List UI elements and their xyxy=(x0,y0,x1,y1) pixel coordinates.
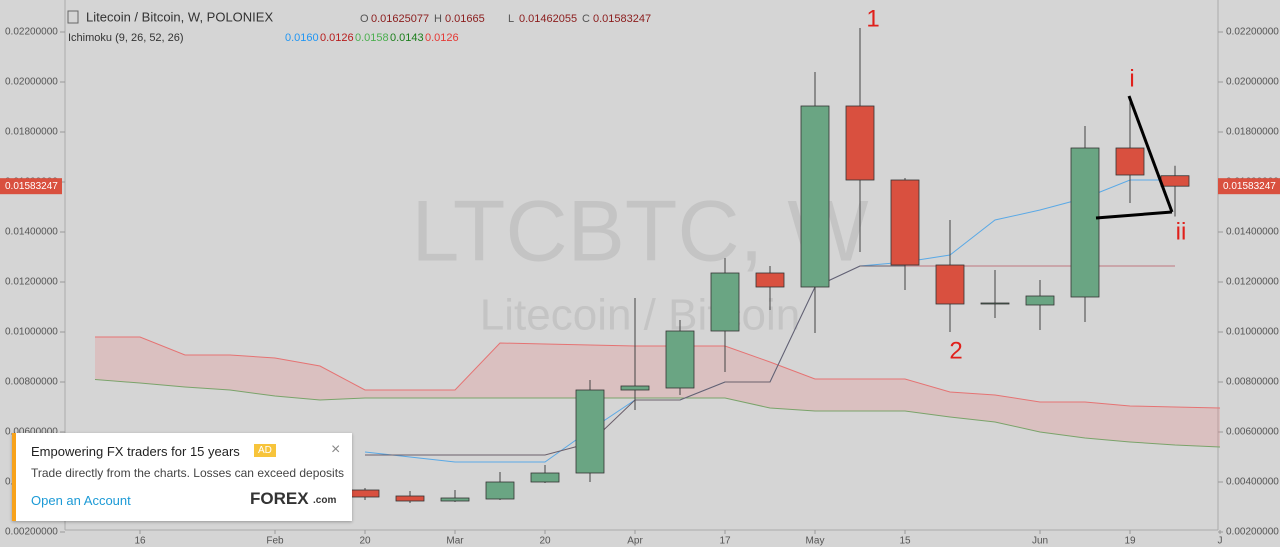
y2-tick-label: 0.02000000 xyxy=(1226,77,1279,88)
y-tick-label: 0.00600000 xyxy=(5,427,58,438)
candle-body xyxy=(1160,175,1190,187)
x-tick-label: Apr xyxy=(627,536,643,547)
drawn-line xyxy=(1095,210,1173,220)
candle-body xyxy=(1070,147,1100,298)
candle-body xyxy=(845,105,875,181)
watermark-subtitle: Litecoin / Bitcoin xyxy=(480,291,800,340)
x-tick-label: J xyxy=(1218,536,1223,547)
y2-tick-label: 0.02200000 xyxy=(1226,27,1279,38)
indicator-name: Ichimoku (9, 26, 52, 26) xyxy=(68,32,184,44)
ad-title: Empowering FX traders for 15 years xyxy=(31,444,240,459)
candle-body xyxy=(485,481,515,500)
y-tick-label: 0.00800000 xyxy=(5,377,58,388)
y2-tick-label: 0.01000000 xyxy=(1226,327,1279,338)
ohlc-value: 0.01462055 xyxy=(519,13,577,25)
ad-text: Trade directly from the charts. Losses c… xyxy=(31,466,345,480)
y2-tick-label: 0.01400000 xyxy=(1226,227,1279,238)
candle-body xyxy=(1115,147,1145,176)
price-badge xyxy=(0,178,62,195)
header: O 0.01625077 H 0.01665 L 0.01462055 C 0.0158324… xyxy=(285,13,651,44)
ohlc-letter: C xyxy=(582,13,590,25)
indicator-value: 0.0160 xyxy=(285,32,319,44)
y-tick-label: 0.01400000 xyxy=(5,227,58,238)
cloud-lower xyxy=(94,379,1221,448)
x-tick-label: 19 xyxy=(1124,536,1136,547)
x-tick-label: 15 xyxy=(899,536,911,547)
ad-logo: FOREX xyxy=(250,489,309,508)
ohlc-value: 0.01625077 xyxy=(371,13,429,25)
ad-badge: AD xyxy=(254,444,276,457)
chart-title: Litecoin / Bitcoin, W, POLONIEX xyxy=(86,9,273,24)
ohlc-letter: O xyxy=(360,13,369,25)
indicator-value: 0.0126 xyxy=(425,32,459,44)
x-tick-label: Mar xyxy=(446,536,464,547)
y2-tick-label: 0.00200000 xyxy=(1226,527,1279,538)
x-tick-label: Feb xyxy=(266,536,284,547)
y2-tick-label: 0.00800000 xyxy=(1226,377,1279,388)
y-tick-label: 0.02200000 xyxy=(5,27,58,38)
ad-banner: Empowering FX traders for 15 years AD × … xyxy=(12,433,352,521)
ohlc-value: 0.01665 xyxy=(445,13,485,25)
ad-logo-suffix: .com xyxy=(313,495,337,506)
y-tick-label: 0.01800000 xyxy=(5,127,58,138)
price-badge-label: 0.01583247 xyxy=(1223,181,1276,192)
candle-body xyxy=(530,472,560,483)
annotation: i xyxy=(1129,65,1134,92)
x-tick-label: 16 xyxy=(134,536,146,547)
cloud-fill xyxy=(95,337,1220,447)
x-tick-label: 20 xyxy=(359,536,371,547)
candle-body xyxy=(800,105,830,288)
y2-tick-label: 0.01200000 xyxy=(1226,277,1279,288)
y2-tick-label: 0.01800000 xyxy=(1226,127,1279,138)
candle-body xyxy=(620,385,650,391)
candle-body xyxy=(980,302,1010,305)
drawn-line xyxy=(1127,95,1174,213)
candle-body xyxy=(395,495,425,502)
indicator-value: 0.0126 xyxy=(320,32,354,44)
collapse-icon[interactable] xyxy=(67,10,79,24)
price-badge xyxy=(1218,178,1280,195)
x-tick-label: 17 xyxy=(719,536,731,547)
y2-tick-label: 0.00600000 xyxy=(1226,427,1279,438)
annotation: ii xyxy=(1176,218,1187,245)
y-tick-label: 0.01000000 xyxy=(5,327,58,338)
y2-tick-label: 0.00400000 xyxy=(1226,477,1279,488)
indicator-value: 0.0158 xyxy=(355,32,389,44)
candle-body xyxy=(665,330,695,389)
candle-body xyxy=(1025,295,1055,306)
candle-body xyxy=(710,272,740,332)
candle-body xyxy=(935,264,965,305)
annotation: 2 xyxy=(949,337,962,364)
candle-body xyxy=(890,179,920,266)
y-tick-label: 0.00200000 xyxy=(5,527,58,538)
cloud-upper xyxy=(95,336,1221,409)
y-tick-label: 0.01200000 xyxy=(5,277,58,288)
ohlc-letter: H xyxy=(434,13,442,25)
x-tick-label: Jun xyxy=(1032,536,1048,547)
ohlc-value: 0.01583247 xyxy=(593,13,651,25)
candle-body xyxy=(575,389,605,474)
x-tick-label: 20 xyxy=(539,536,551,547)
ad-link[interactable]: Open an Account xyxy=(31,493,131,508)
y-tick-label: 0.02000000 xyxy=(5,77,58,88)
annotation: 1 xyxy=(866,5,879,32)
indicator-value: 0.0143 xyxy=(390,32,424,44)
price-badge-label: 0.01583247 xyxy=(5,181,58,192)
candle-body xyxy=(440,497,470,502)
x-tick-label: May xyxy=(806,536,825,547)
ohlc-letter: L xyxy=(508,13,514,25)
candle-body xyxy=(755,272,785,288)
plot: 0.002000000.002000000.004000000.00400000… xyxy=(0,27,1280,547)
ad-close[interactable]: × xyxy=(331,441,341,458)
candle-body xyxy=(350,489,380,498)
watermark: LTCBTC, W xyxy=(411,184,868,280)
